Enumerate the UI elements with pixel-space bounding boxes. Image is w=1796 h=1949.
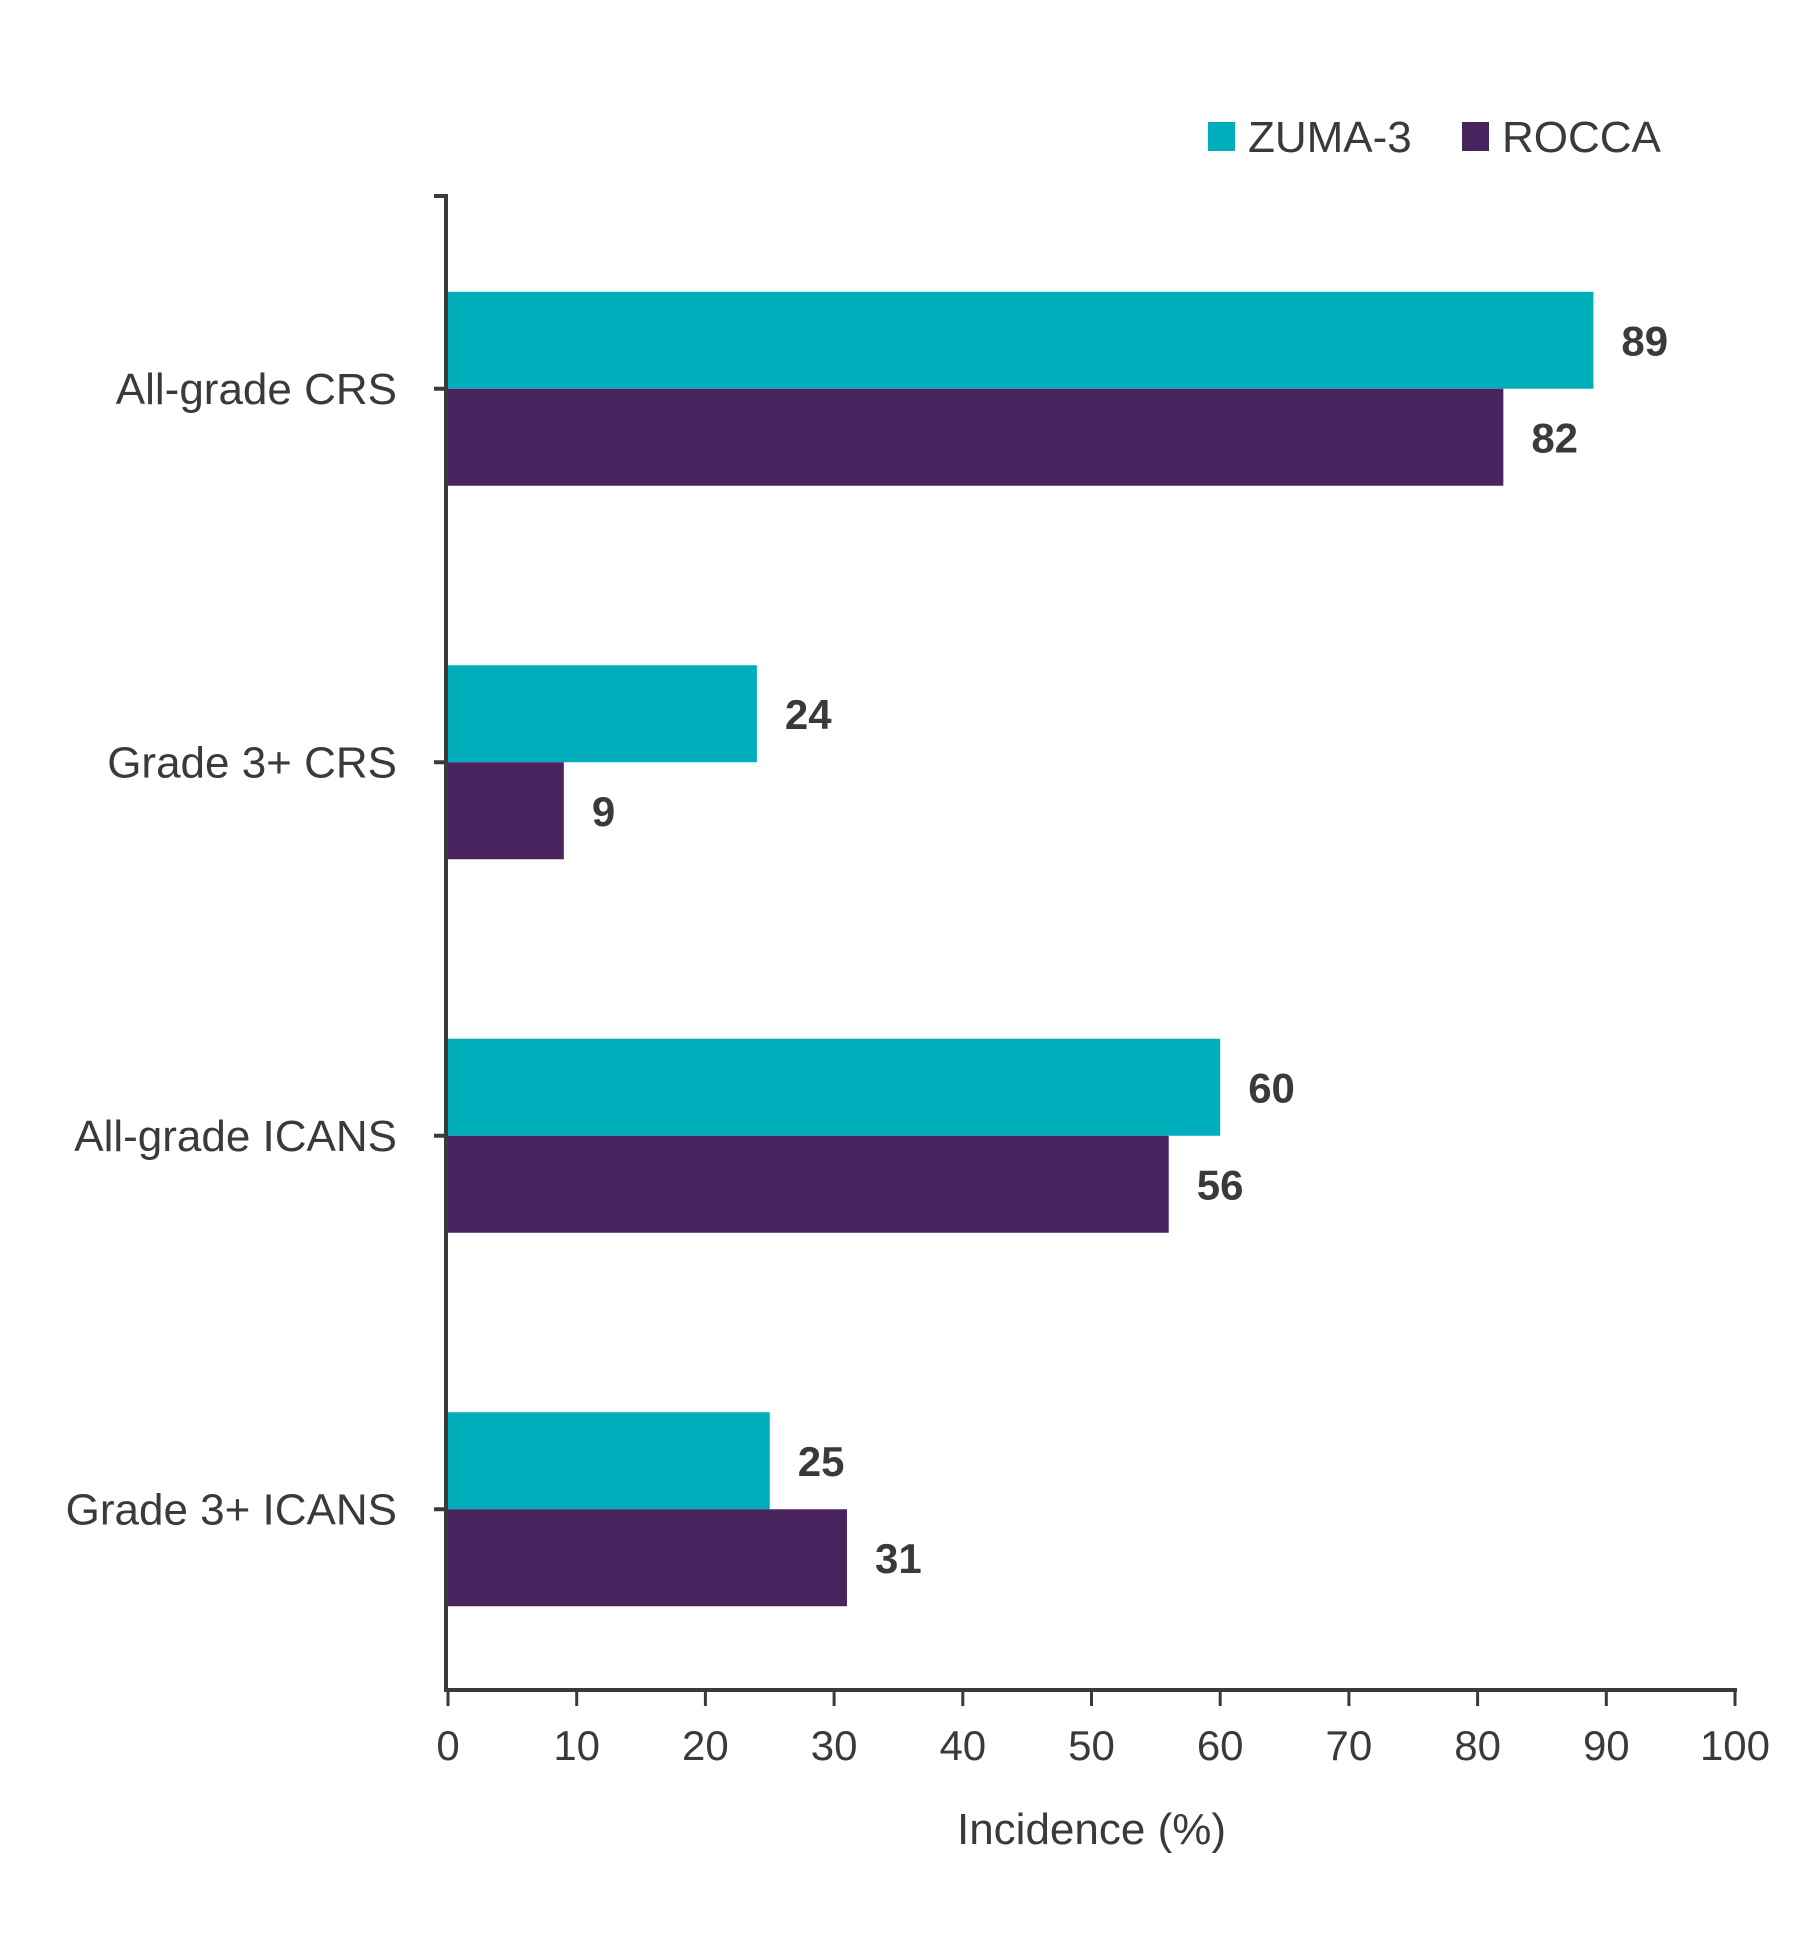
- bar-rocca-3: [448, 1509, 847, 1607]
- x-tick-label: 90: [1583, 1722, 1630, 1769]
- legend-label-rocca: ROCCA: [1502, 113, 1662, 162]
- data-label: 24: [785, 691, 832, 738]
- data-label: 9: [592, 788, 615, 835]
- legend-label-zuma-3: ZUMA-3: [1248, 113, 1412, 162]
- x-tick-label: 50: [1068, 1722, 1115, 1769]
- bar-rocca-1: [448, 762, 564, 860]
- x-tick-label: 100: [1700, 1722, 1770, 1769]
- x-tick-label: 10: [553, 1722, 600, 1769]
- data-label: 60: [1248, 1064, 1295, 1111]
- data-label: 31: [875, 1535, 922, 1582]
- bar-zuma-3-3: [448, 1412, 770, 1510]
- data-label: 82: [1531, 414, 1578, 461]
- y-tick-label: All-grade ICANS: [74, 1112, 397, 1161]
- x-tick-label: 30: [811, 1722, 858, 1769]
- data-label: 89: [1621, 317, 1668, 364]
- data-label: 56: [1197, 1161, 1244, 1208]
- data-labels-group: 89 82 24 9 60 56 25 31: [592, 317, 1668, 1582]
- y-tick-label: Grade 3+ CRS: [107, 738, 397, 787]
- x-tick-label: 20: [682, 1722, 729, 1769]
- x-tick-label: 60: [1197, 1722, 1244, 1769]
- x-tick-label: 70: [1326, 1722, 1373, 1769]
- legend-swatch-zuma-3: [1208, 122, 1235, 151]
- bar-zuma-3-1: [448, 665, 757, 763]
- axes-group: All-grade CRS Grade 3+ CRS All-grade ICANS…: [66, 194, 1770, 1769]
- x-tick-label: 0: [436, 1722, 459, 1769]
- bar-zuma-3-2: [448, 1038, 1221, 1136]
- legend-swatch-rocca: [1462, 122, 1489, 151]
- bar-rocca-0: [448, 388, 1504, 486]
- bar-rocca-2: [448, 1135, 1169, 1233]
- y-tick-label: Grade 3+ ICANS: [66, 1485, 397, 1534]
- data-label: 25: [798, 1438, 845, 1485]
- bars-group: [448, 291, 1594, 1607]
- legend: ZUMA-3 ROCCA: [1208, 113, 1662, 162]
- y-tick-label: All-grade CRS: [116, 365, 397, 414]
- x-tick-label: 80: [1454, 1722, 1501, 1769]
- x-tick-label: 40: [939, 1722, 986, 1769]
- x-axis-title: Incidence (%): [957, 1805, 1226, 1854]
- bar-zuma-3-0: [448, 291, 1594, 389]
